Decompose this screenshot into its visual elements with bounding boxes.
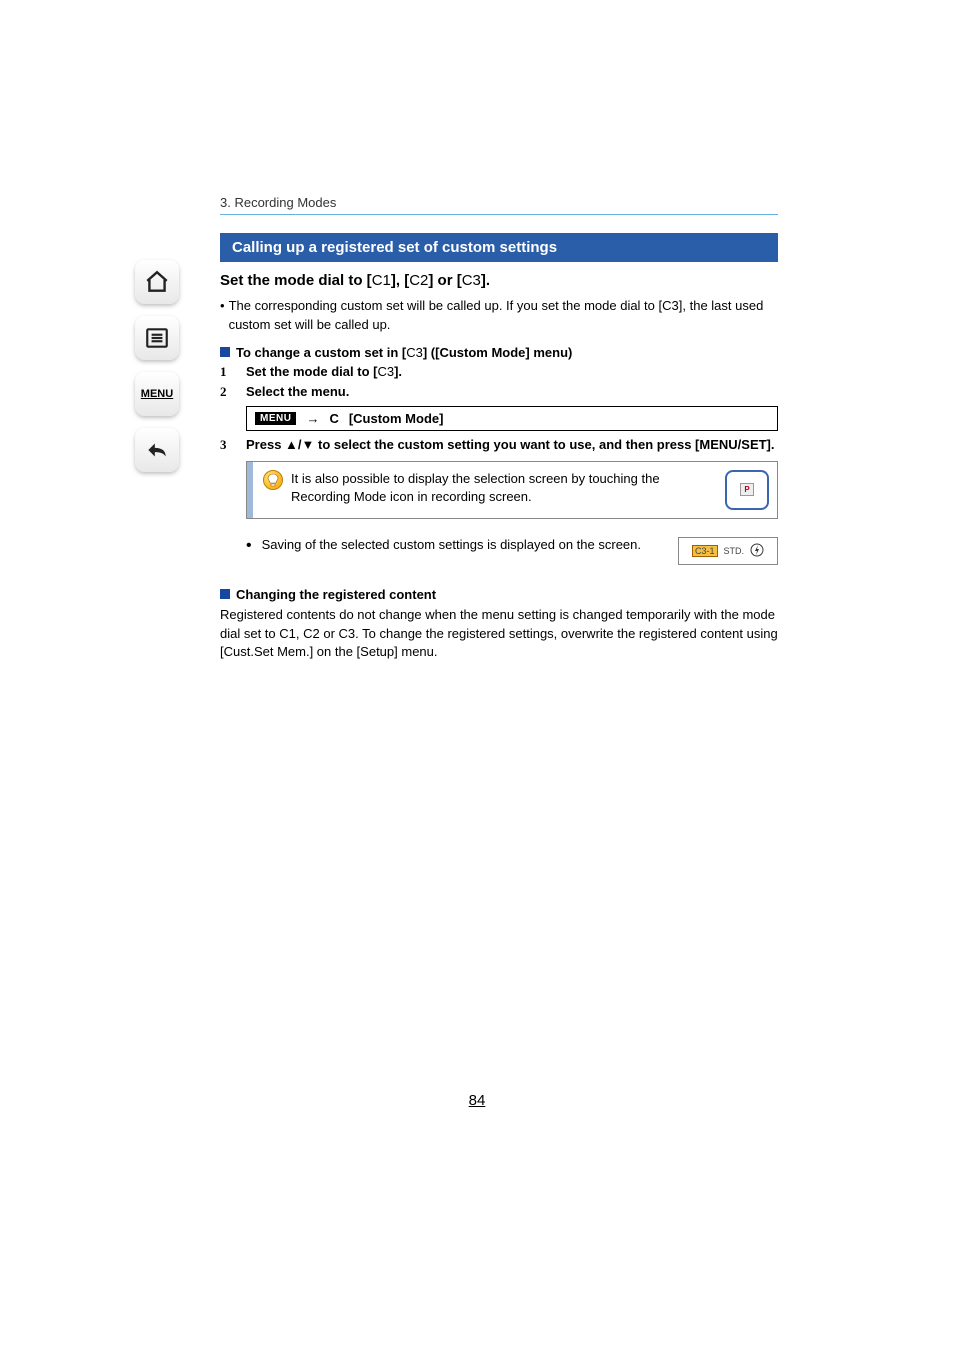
thumb-c31: C3-1 [692, 545, 718, 557]
body-corresponding: • The corresponding custom set will be c… [220, 297, 778, 335]
breadcrumb: 3. Recording Modes [220, 195, 778, 210]
blue-square-icon [220, 347, 230, 357]
lightbulb-icon [263, 470, 283, 490]
c-mode-glyph: C [329, 411, 338, 426]
sub1-c3: C3 [406, 345, 423, 360]
status-thumb: C3-1 STD. [678, 537, 778, 565]
s1-pre: Set the mode dial to [ [246, 364, 377, 379]
menu-badge: MENU [255, 412, 296, 425]
custom-mode-label: [Custom Mode] [349, 411, 444, 426]
body1-c3: C3 [662, 298, 679, 313]
menu-path-box: MENU → C [Custom Mode] [246, 406, 778, 431]
b2-s2: or [320, 626, 339, 641]
arrow-icon: → [306, 411, 319, 426]
sub1-post: ] ([Custom Mode] menu) [423, 345, 572, 360]
blue-square-icon [220, 589, 230, 599]
step-1-num: 1 [220, 364, 234, 380]
b2-c3: C3 [339, 626, 356, 641]
c1-glyph: C1 [372, 272, 391, 289]
back-icon[interactable] [135, 428, 179, 472]
toc-icon[interactable] [135, 316, 179, 360]
tip-text: It is also possible to display the selec… [291, 470, 711, 506]
flash-icon [750, 543, 764, 559]
step-2: 2 Select the menu. [220, 384, 778, 400]
step-3: 3 Press ▲/▼ to select the custom setting… [220, 437, 778, 453]
step-2-text: Select the menu. [246, 384, 778, 400]
subhead-change-custom: To change a custom set in [C3] ([Custom … [220, 345, 778, 360]
heading-set-mode-dial: Set the mode dial to [ C1 ], [ C2 ] or [… [220, 272, 778, 289]
body-registered-contents: Registered contents do not change when t… [220, 606, 778, 663]
c3-glyph: C3 [462, 272, 481, 289]
step-3-text: Press ▲/▼ to select the custom setting y… [246, 437, 775, 453]
sub1-pre: To change a custom set in [ [236, 345, 406, 360]
step-3-num: 3 [220, 437, 234, 453]
heading-pre: Set the mode dial to [ [220, 272, 372, 289]
section-title: Calling up a registered set of custom se… [220, 233, 778, 262]
menu-icon-label: MENU [141, 388, 173, 400]
tip-box: It is also possible to display the selec… [246, 461, 778, 519]
heading-mid1: ], [ [391, 272, 409, 289]
home-icon[interactable] [135, 260, 179, 304]
subhead-changing-content: Changing the registered content [220, 587, 778, 602]
step-1: 1 Set the mode dial to [C3]. [220, 364, 778, 380]
page-number[interactable]: 84 [0, 1092, 954, 1109]
b2-c2: C2 [303, 626, 320, 641]
heading-mid2: ] or [ [428, 272, 461, 289]
thumb-std: STD. [724, 546, 745, 556]
c2-glyph: C2 [409, 272, 428, 289]
recording-mode-thumb: P [725, 470, 769, 510]
step-2-num: 2 [220, 384, 234, 400]
thumb-p: P [740, 483, 753, 496]
menu-icon[interactable]: MENU [135, 372, 179, 416]
s1-post: ]. [394, 364, 402, 379]
b2-c1: C1 [279, 626, 296, 641]
body1-pre: The corresponding custom set will be cal… [229, 298, 663, 313]
heading-post: ]. [481, 272, 490, 289]
saving-text: Saving of the selected custom settings i… [262, 537, 668, 552]
s1-c3: C3 [377, 364, 394, 379]
subhead2-text: Changing the registered content [236, 587, 436, 602]
